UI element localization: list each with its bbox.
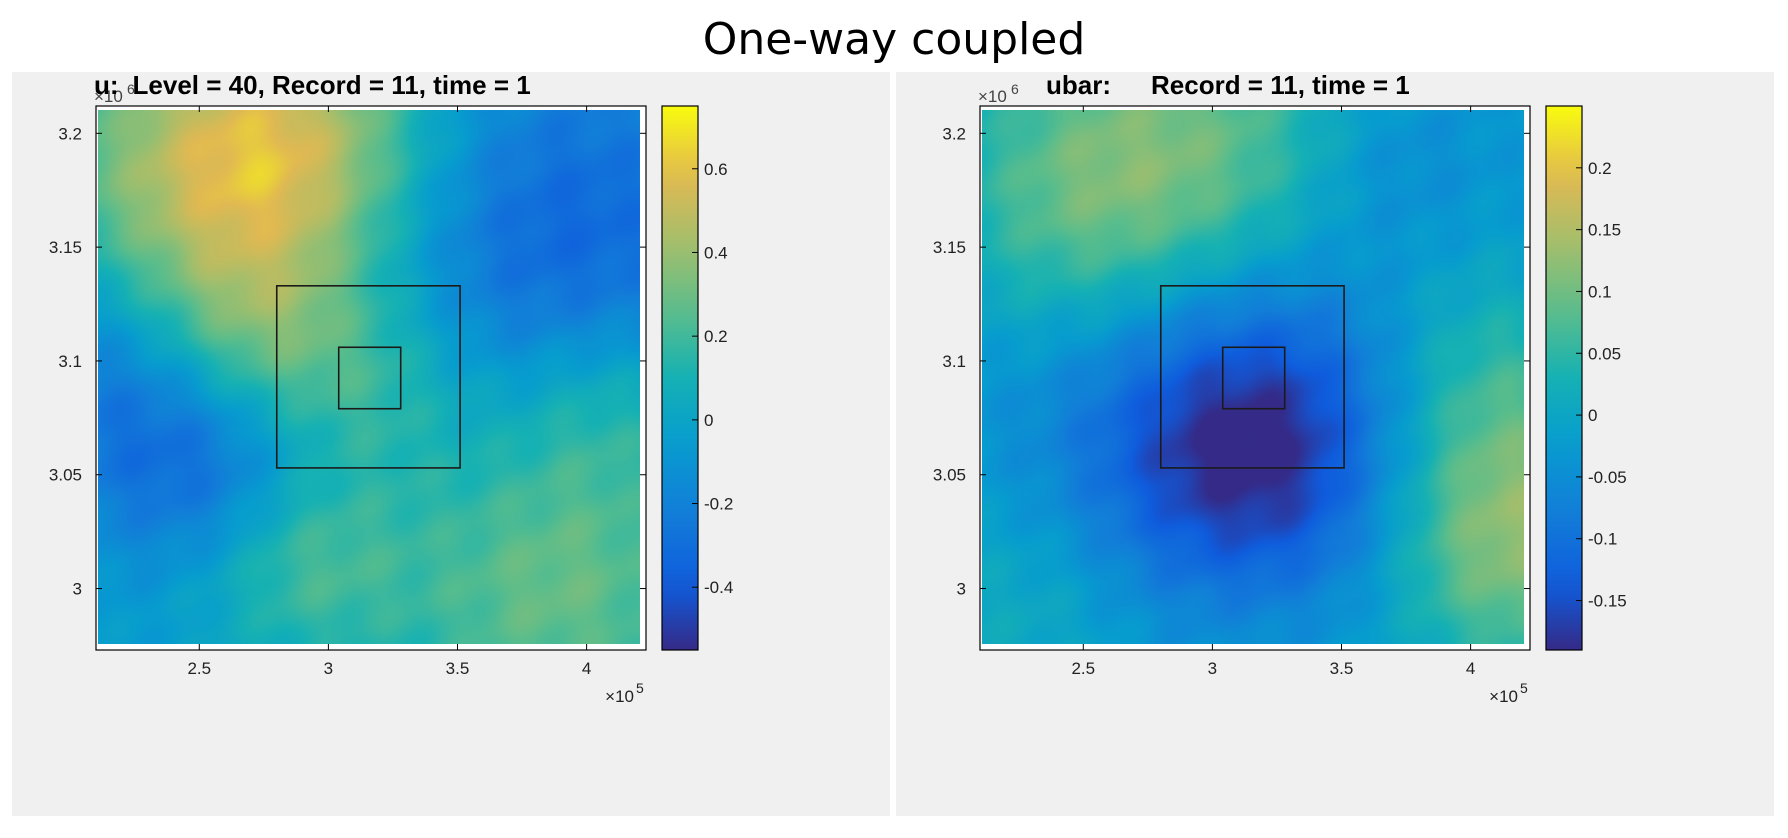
chart-title: ubar: Record = 11, time = 1 [1046, 72, 1410, 100]
colorbar-tick-label: -0.05 [1588, 468, 1627, 487]
x-tick-label: 2.5 [187, 659, 211, 678]
outer-domain-box [275, 285, 461, 469]
y-tick-label: 3.15 [49, 238, 82, 257]
y-tick-label: 3 [957, 580, 966, 599]
y-axis-exponent: 6 [1011, 81, 1019, 97]
chart-title-variable: u: [94, 72, 119, 100]
axes-frame [979, 105, 1531, 651]
colorbar-tick-label: 0 [1588, 406, 1597, 425]
colorbar-tick-label: 0.6 [704, 160, 728, 179]
y-tick-label: 3.2 [942, 124, 966, 143]
x-tick-label: 3 [1208, 659, 1217, 678]
colorbar-tick-label: -0.1 [1588, 530, 1617, 549]
inner-domain-box [337, 346, 402, 410]
colorbar-tick-label: 0.4 [704, 243, 728, 262]
colorbar-tick-label: 0.2 [1588, 159, 1612, 178]
y-tick-label: 3.2 [58, 124, 82, 143]
y-tick-label: 3.05 [49, 466, 82, 485]
colorbar-tick-label: 0.05 [1588, 344, 1621, 363]
y-tick-label: 3.1 [58, 352, 82, 371]
colorbar-tick-label: 0.1 [1588, 282, 1612, 301]
x-tick-label: 3 [324, 659, 333, 678]
x-tick-label: 2.5 [1071, 659, 1095, 678]
figure-panel-ubar: 2.5 3 3.5 4 3.2 3.15 3.1 3.05 3 ×10 5 ×10 6 ubar: Reco… [896, 72, 1774, 816]
heatmap-chart-ubar: 2.5 3 3.5 43.23.153.13.053×10 5×10 6 ubar: Reco… [933, 72, 1627, 706]
heatmap-field [982, 110, 1524, 644]
heatmap-chart-u: 2.5 3 3.5 43.23.153.13.053×10 5×10 6u: Level =… [49, 72, 733, 706]
colorbar-tick-label: 0.15 [1588, 221, 1621, 240]
colorbar-tick-label: -0.15 [1588, 592, 1627, 611]
colorbar-tick-label: -0.2 [704, 495, 733, 514]
colorbar-tick-label: 0 [704, 411, 713, 430]
x-axis-exponent: 5 [636, 680, 644, 696]
y-tick-label: 3.05 [933, 466, 966, 485]
figure-panel-u: 2.5 3 3.5 4 3.2 3.15 3.1 3.05 3 ×10 5 ×10 6 u: Level =… [12, 72, 890, 816]
chart-title-details: Record = 11, time = 1 [1151, 72, 1410, 100]
y-tick-label: 3 [73, 580, 82, 599]
chart-title: u: Level = 40, Record = 11, time = 1 [94, 72, 531, 100]
chart-title-variable: ubar: [1046, 72, 1111, 100]
y-axis-multiplier: ×10 [94, 87, 123, 106]
colorbar-tick-label: -0.4 [704, 578, 733, 597]
x-tick-label: 4 [582, 659, 591, 678]
colorbar [661, 105, 699, 651]
x-tick-label: 4 [1466, 659, 1475, 678]
y-axis-multiplier: ×10 [978, 87, 1007, 106]
page-title: One-way coupled [702, 14, 1086, 65]
colorbar [1545, 105, 1583, 651]
chart-title-details: Level = 40, Record = 11, time = 1 [133, 72, 531, 100]
x-tick-label: 3.5 [1330, 659, 1354, 678]
x-axis-exponent: 5 [1520, 680, 1528, 696]
x-axis-multiplier: ×10 [1489, 687, 1518, 706]
colorbar-tick-label: 0.2 [704, 327, 728, 346]
axes-frame [95, 105, 647, 651]
y-tick-label: 3.1 [942, 352, 966, 371]
heatmap-field [98, 110, 640, 644]
inner-domain-box [1221, 346, 1286, 410]
outer-domain-box [1159, 285, 1345, 469]
y-tick-label: 3.15 [933, 238, 966, 257]
y-axis-exponent: 6 [127, 81, 135, 97]
x-tick-label: 3.5 [446, 659, 470, 678]
x-axis-multiplier: ×10 [605, 687, 634, 706]
